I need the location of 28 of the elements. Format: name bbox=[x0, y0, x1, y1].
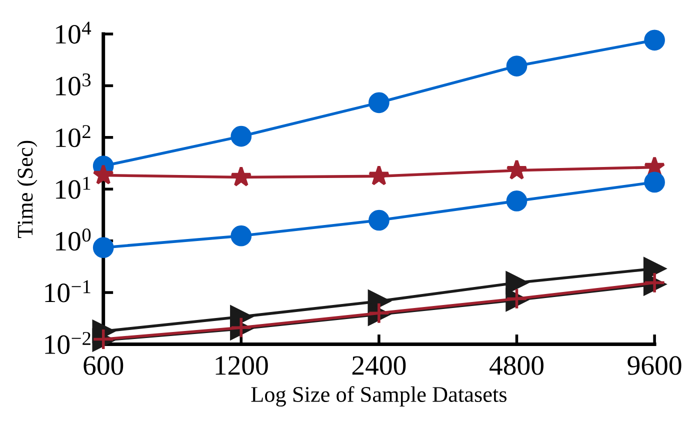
x-tick-label: 4800 bbox=[490, 356, 544, 375]
y-tick-label: 10$^{−1}$ bbox=[45, 280, 90, 302]
point bbox=[644, 172, 665, 193]
point bbox=[644, 30, 665, 51]
y-tick-label: 10$^{4}$ bbox=[56, 22, 92, 44]
point bbox=[92, 237, 114, 258]
point bbox=[368, 210, 390, 231]
y-tick-label: 10$^{1}$ bbox=[56, 176, 90, 199]
point bbox=[506, 272, 528, 294]
point bbox=[506, 159, 528, 180]
x-tick-label: 1200 bbox=[216, 356, 268, 375]
y-tick-label: 10$^{0}$ bbox=[56, 228, 91, 251]
x-tick-label: 2400 bbox=[352, 356, 406, 375]
point bbox=[92, 164, 114, 185]
point bbox=[506, 56, 528, 76]
x-axis-title: Log Size of Sample Datasets bbox=[251, 386, 507, 407]
point bbox=[506, 190, 528, 212]
y-tick-label: 10$^{2}$ bbox=[56, 125, 90, 148]
x-tick-label: 600 bbox=[84, 356, 124, 375]
point bbox=[230, 166, 252, 186]
y-tick-label: 10$^{−2}$ bbox=[45, 332, 90, 354]
y-axis-title: Time (Sec) bbox=[17, 140, 38, 238]
point bbox=[368, 165, 390, 186]
y-tick-label: 10$^{3}$ bbox=[56, 73, 91, 96]
x-tick-label: 9600 bbox=[628, 356, 682, 375]
point bbox=[368, 92, 390, 114]
point bbox=[230, 225, 252, 246]
point bbox=[230, 126, 252, 147]
